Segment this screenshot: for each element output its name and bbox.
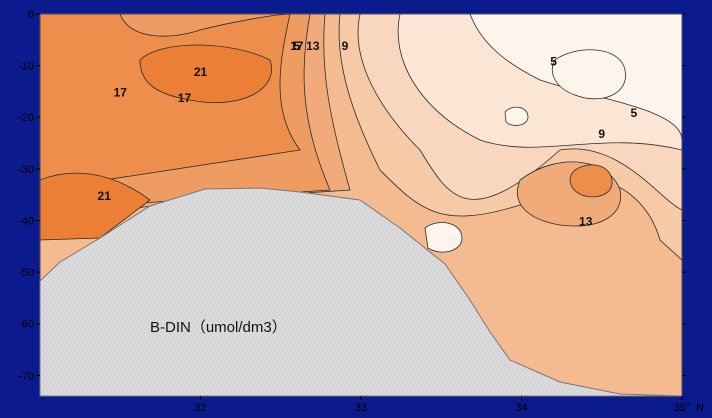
contour-label: 13 xyxy=(306,39,320,53)
y-tick-label: -50 xyxy=(18,267,34,279)
y-tick-label: -70 xyxy=(18,370,34,382)
contour-band-19 xyxy=(569,164,613,198)
x-tick-label: 33 xyxy=(355,402,367,414)
contour-label: 5 xyxy=(631,106,638,120)
contour-label: 21 xyxy=(98,189,112,203)
contour-band-21 xyxy=(40,172,151,241)
axis-ticks: 0 -10 -20 -30 -40 -50 -60 -70 32 33 34 35° N xyxy=(18,9,704,414)
chart-annotation: B-DIN（umol/dm3） xyxy=(150,319,287,336)
contour-label: 9 xyxy=(342,39,349,53)
y-tick-label: -10 xyxy=(18,61,34,73)
contour-label: 5 xyxy=(293,39,300,53)
x-tick-label: 35° xyxy=(674,402,691,414)
y-tick-label: 0 xyxy=(28,9,34,21)
y-tick-label: -30 xyxy=(18,164,34,176)
y-tick-label: -60 xyxy=(18,319,34,331)
contour-label: 17 xyxy=(178,91,192,105)
x-axis-edge-label: N xyxy=(696,402,704,414)
contour-band-5 xyxy=(551,49,626,100)
contour-band-5 xyxy=(504,106,529,126)
contour-label: 5 xyxy=(550,55,557,69)
contour-label: 21 xyxy=(194,65,208,79)
y-tick-label: -20 xyxy=(18,112,34,124)
land-mask xyxy=(39,187,683,397)
contour-label: 17 xyxy=(114,86,128,100)
x-tick-label: 32 xyxy=(194,402,206,414)
contour-label: 17 xyxy=(290,39,304,53)
y-tick-label: -40 xyxy=(18,215,34,227)
contour-band-21 xyxy=(139,44,272,103)
contour-band-5 xyxy=(424,222,463,253)
contour-label: 13 xyxy=(579,215,593,229)
contour-label: 9 xyxy=(598,127,605,141)
x-tick-label: 34 xyxy=(515,402,527,414)
